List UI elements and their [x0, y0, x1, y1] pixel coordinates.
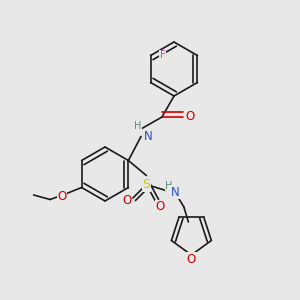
- Text: H: H: [134, 121, 142, 131]
- Text: N: N: [170, 185, 179, 199]
- Text: N: N: [144, 130, 153, 143]
- Text: F: F: [160, 50, 166, 61]
- Text: O: O: [58, 190, 67, 203]
- Text: S: S: [142, 178, 150, 191]
- Text: O: O: [187, 253, 196, 266]
- Text: O: O: [186, 110, 195, 124]
- Text: O: O: [122, 194, 131, 208]
- Text: H: H: [165, 181, 172, 191]
- Text: O: O: [155, 200, 164, 214]
